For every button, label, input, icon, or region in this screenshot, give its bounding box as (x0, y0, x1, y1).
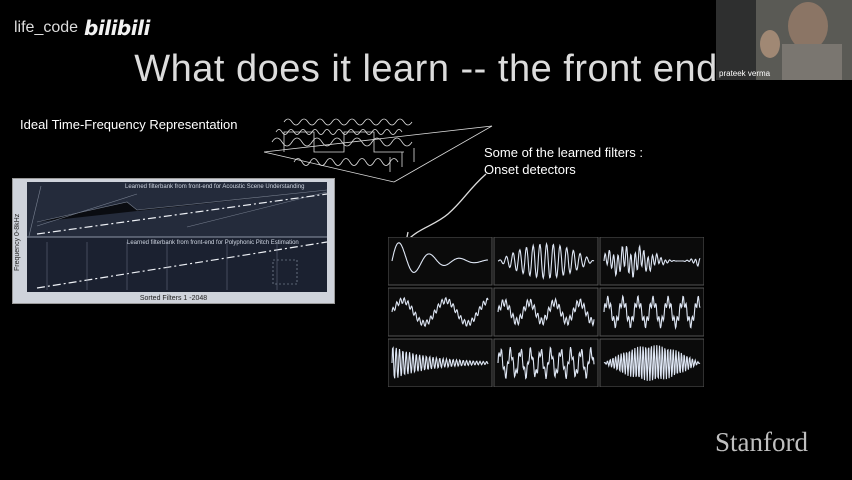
wave-line (283, 118, 413, 126)
filterbank-x-label: Sorted Filters 1 -2048 (139, 295, 208, 302)
filterbank-caption-bottom: Learned filterbank from front-end for Po… (127, 240, 299, 246)
presenter-image (716, 0, 852, 80)
filter-waveform (497, 241, 595, 281)
filter-waveform (391, 346, 489, 379)
webcam-video: prateek verma (716, 0, 852, 80)
wave-line (271, 137, 413, 147)
wave-line (275, 129, 403, 135)
learned-filters-caption: Some of the learned filters : Onset dete… (484, 144, 643, 178)
stanford-logo: Stanford (715, 427, 808, 457)
filterbank-plot: Learned filterbank from front-end for Ac… (27, 182, 327, 292)
caption-line: Some of the learned filters : (484, 145, 643, 160)
bilibili-logo: bilibili (84, 16, 150, 40)
ideal-representation-label: Ideal Time-Frequency Representation (20, 117, 238, 132)
filter-waveform (603, 244, 701, 278)
participant-name: prateek verma (719, 69, 771, 78)
filter-panel (493, 287, 599, 337)
filterbank-y-label: Frequency 0-8kHz (14, 213, 21, 271)
filter-waveform (497, 346, 595, 380)
square-wave-line (283, 131, 404, 153)
impulse-lines (389, 148, 415, 172)
filterbank-caption-top: Learned filterbank from front-end for Ac… (125, 184, 305, 190)
caption-line: Onset detectors (484, 162, 576, 177)
filter-waveforms (388, 237, 704, 387)
ideal-tf-illustration (263, 118, 493, 183)
slide-title: What does it learn -- the front end (134, 48, 718, 90)
filter-waveform (603, 345, 701, 381)
wave-line (293, 158, 399, 166)
learned-filterbank-figure: Frequency 0-8kHz Learne (12, 178, 335, 304)
filter-panel (493, 338, 599, 387)
watermark: life_code bilibili (14, 16, 150, 40)
filter-panel (388, 287, 493, 337)
filter-panel (388, 237, 493, 286)
filter-waveform (603, 294, 701, 330)
filter-panel (599, 287, 704, 337)
learned-filters-grid (388, 237, 704, 387)
filter-waveform (391, 242, 488, 273)
watermark-text: life_code (14, 19, 79, 36)
axis-line (393, 125, 493, 183)
axis-line (263, 125, 493, 153)
filter-waveform (391, 296, 489, 328)
axis-line (263, 151, 395, 183)
filter-waveform (497, 297, 595, 327)
